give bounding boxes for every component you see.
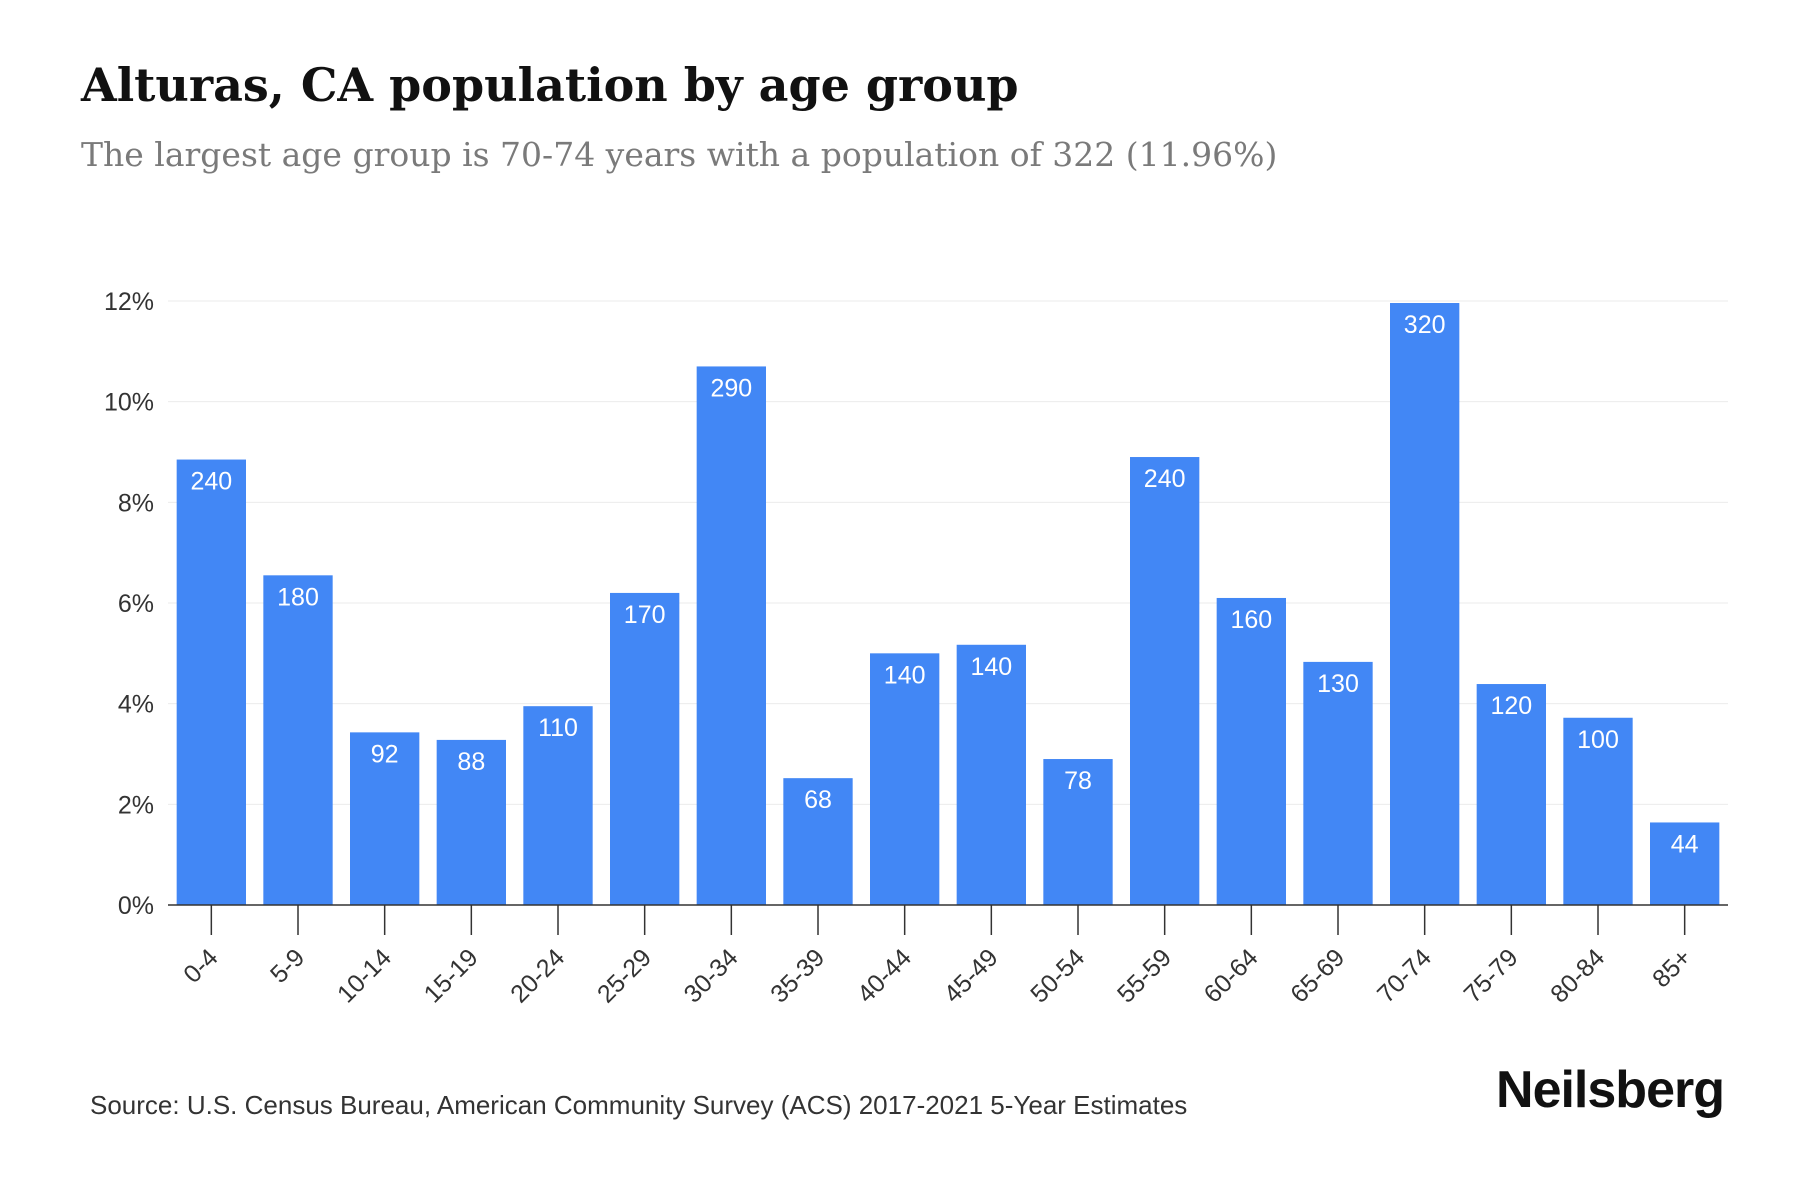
bars: 240 180 92 88 110 170 290 68 140 140 78 240 160 130 32…: [177, 303, 1720, 905]
data-label: 100: [1577, 726, 1619, 754]
source-note: Source: U.S. Census Bureau, American Com…: [90, 1090, 1187, 1121]
x-tick-label: 50-54: [1025, 943, 1090, 1008]
data-label: 240: [1144, 465, 1186, 493]
x-tick-label: 15-19: [419, 943, 484, 1008]
data-label: 88: [457, 748, 485, 776]
y-tick-label: 8%: [118, 489, 154, 517]
data-label: 240: [190, 468, 232, 496]
x-tick-label: 40-44: [852, 943, 917, 1008]
bar: [1217, 598, 1286, 905]
data-label: 140: [884, 661, 926, 689]
data-label: 68: [804, 786, 832, 814]
bar: [697, 366, 766, 905]
brand-logo: Neilsberg: [1496, 1060, 1724, 1120]
data-label: 320: [1404, 311, 1446, 339]
y-tick-label: 2%: [118, 791, 154, 819]
x-tick-label: 70-74: [1372, 943, 1437, 1008]
data-label: 160: [1230, 606, 1272, 634]
data-label: 140: [970, 653, 1012, 681]
data-label: 44: [1671, 830, 1699, 858]
y-tick-label: 0%: [118, 892, 154, 920]
data-label: 78: [1064, 767, 1092, 795]
x-tick-label: 80-84: [1545, 943, 1610, 1008]
bar: [177, 460, 246, 905]
data-label: 290: [710, 374, 752, 402]
data-label: 130: [1317, 670, 1359, 698]
y-tick-label: 6%: [118, 590, 154, 618]
x-tick-label: 35-39: [765, 943, 830, 1008]
y-tick-label: 10%: [104, 389, 154, 417]
bar: [610, 593, 679, 905]
x-tick-label: 60-64: [1199, 943, 1264, 1008]
x-tick-label: 65-69: [1285, 943, 1350, 1008]
y-tick-label: 12%: [104, 288, 154, 316]
x-tick-label: 25-29: [592, 943, 657, 1008]
bar: [1130, 457, 1199, 905]
bar: [1303, 662, 1372, 905]
y-tick-label: 4%: [118, 691, 154, 719]
bar: [870, 653, 939, 905]
data-label: 120: [1490, 692, 1532, 720]
bar: [957, 645, 1026, 905]
data-label: 170: [624, 601, 666, 629]
x-tick-label: 30-34: [679, 943, 744, 1008]
bar: [263, 575, 332, 905]
data-label: 180: [277, 583, 319, 611]
x-tick-label: 75-79: [1459, 943, 1524, 1008]
x-tick-label: 55-59: [1112, 943, 1177, 1008]
data-label: 92: [371, 740, 399, 768]
x-tick-label: 5-9: [265, 943, 310, 988]
x-tick-label: 0-4: [178, 943, 223, 988]
x-tick-label: 10-14: [332, 943, 397, 1008]
x-tick-label: 85+: [1647, 943, 1697, 993]
bar: [1390, 303, 1459, 905]
x-tick-label: 45-49: [939, 943, 1004, 1008]
x-tick-label: 20-24: [505, 943, 570, 1008]
data-label: 110: [538, 714, 578, 742]
